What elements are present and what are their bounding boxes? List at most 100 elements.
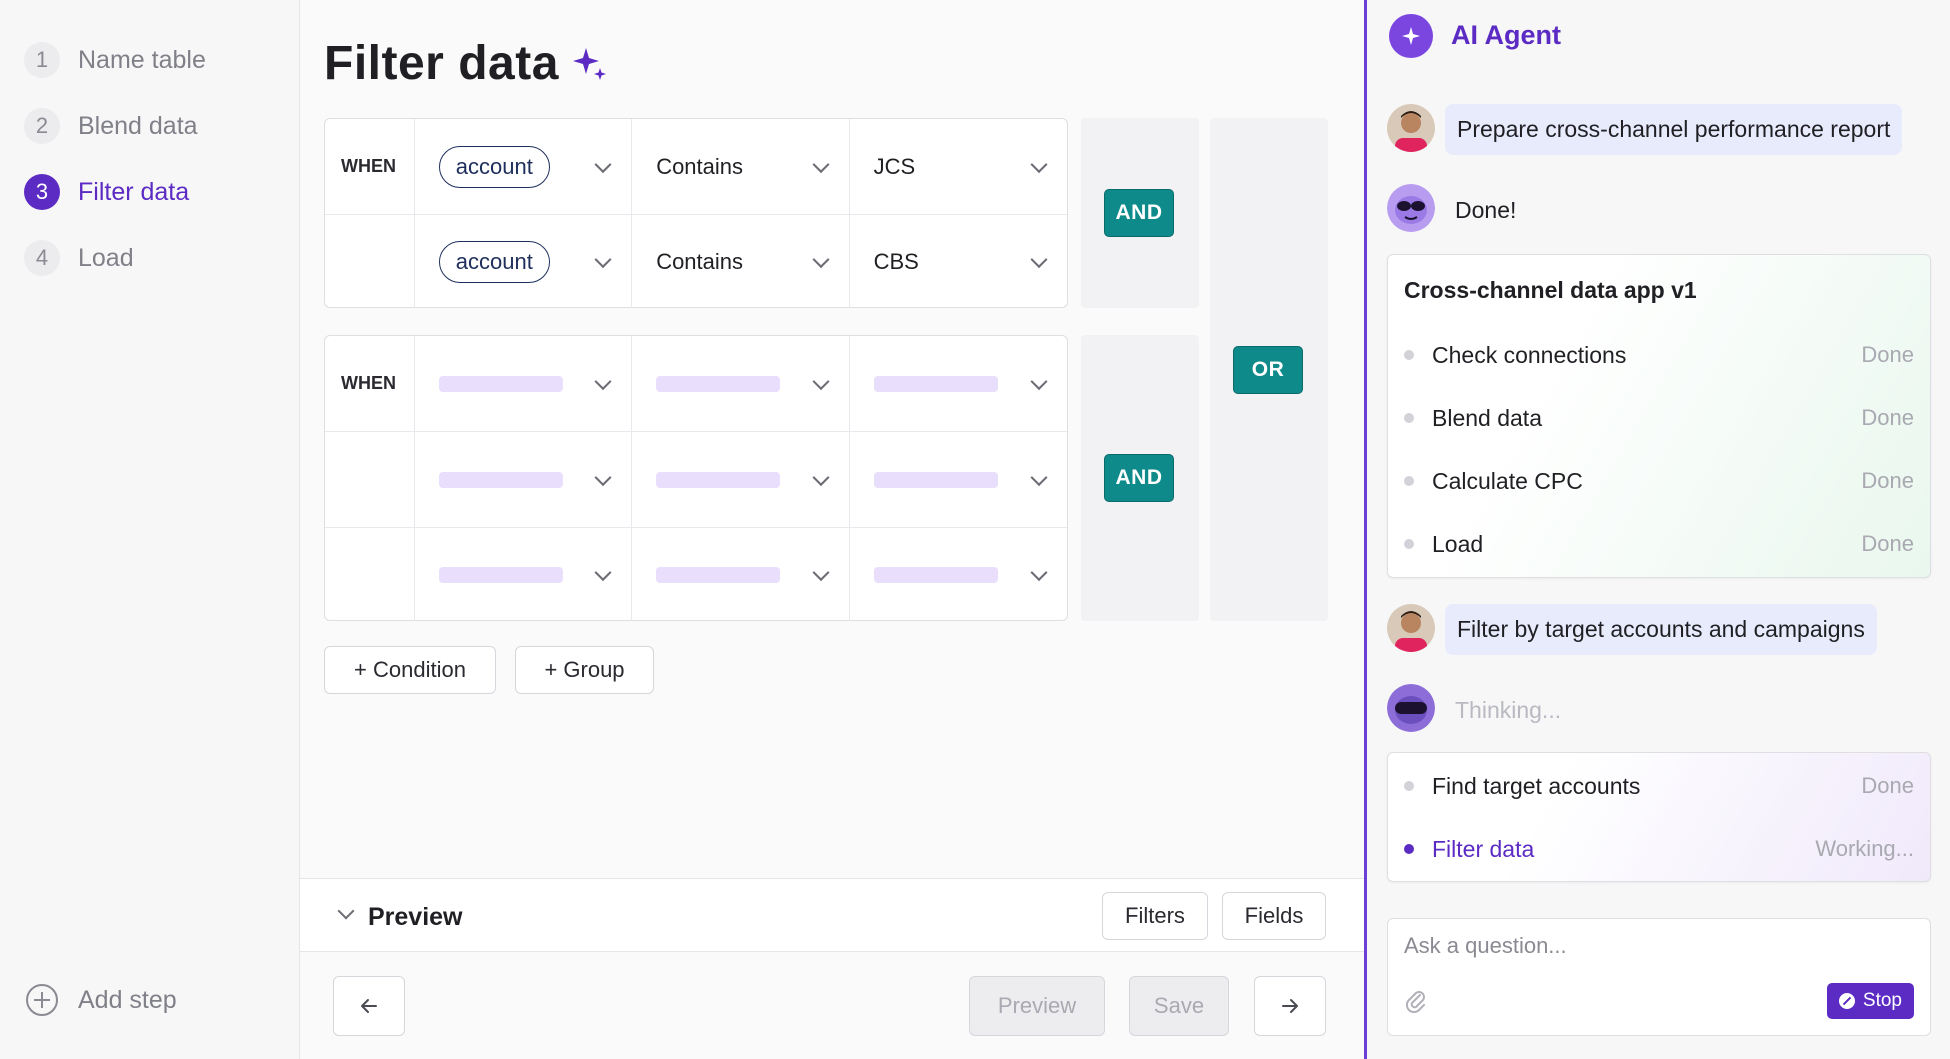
- filter-value: JCS: [873, 153, 916, 179]
- fields-button[interactable]: Fields: [1222, 892, 1326, 940]
- step-label: Load: [78, 243, 134, 272]
- or-toggle-button[interactable]: OR: [1233, 346, 1303, 394]
- operator-select[interactable]: [632, 432, 850, 527]
- filter-group-2: WHEN: [324, 335, 1068, 621]
- task-name: Load: [1432, 530, 1484, 557]
- next-button[interactable]: [1254, 976, 1326, 1036]
- filter-row: [325, 527, 1067, 621]
- when-spacer: [325, 215, 415, 308]
- chevron-down-icon: [594, 155, 612, 173]
- field-select[interactable]: [415, 336, 633, 431]
- bot-thinking-message: Thinking...: [1455, 697, 1562, 723]
- value-select[interactable]: JCS: [850, 119, 1067, 214]
- chevron-down-icon: [812, 468, 830, 486]
- operator-select[interactable]: Contains: [632, 119, 850, 214]
- plus-circle-icon: [26, 984, 58, 1016]
- task-status: Done: [1861, 773, 1914, 798]
- field-select[interactable]: account: [415, 215, 633, 308]
- task-row: Load Done: [1404, 529, 1914, 559]
- filters-button[interactable]: Filters: [1102, 892, 1208, 940]
- user-avatar: [1387, 604, 1435, 652]
- step-blend-data[interactable]: 2 Blend data: [24, 106, 198, 146]
- stop-button[interactable]: Stop: [1826, 983, 1914, 1019]
- save-button[interactable]: Save: [1129, 976, 1229, 1036]
- value-select[interactable]: CBS: [850, 215, 1067, 308]
- step-load[interactable]: 4 Load: [24, 238, 134, 278]
- task-row: Blend data Done: [1404, 403, 1914, 433]
- field-pill: account: [438, 145, 550, 188]
- when-label: WHEN: [325, 119, 415, 214]
- back-button[interactable]: [333, 976, 405, 1036]
- when-label: WHEN: [325, 336, 415, 431]
- chevron-down-icon: [812, 155, 830, 173]
- value-select[interactable]: [850, 432, 1067, 527]
- step-label: Filter data: [78, 177, 190, 206]
- field-select[interactable]: [415, 432, 633, 527]
- stop-icon: [1838, 993, 1855, 1009]
- task-status: Done: [1861, 405, 1914, 430]
- operator-select[interactable]: Contains: [632, 215, 850, 308]
- chevron-down-icon: [812, 372, 830, 390]
- step-name-table[interactable]: 1 Name table: [24, 40, 206, 80]
- chevron-down-icon: [594, 468, 612, 486]
- chevron-down-icon: [1030, 563, 1048, 581]
- chevron-down-icon: [1030, 468, 1048, 486]
- and-toggle-button[interactable]: AND: [1104, 454, 1174, 502]
- value-select[interactable]: [850, 528, 1067, 621]
- agent-title: AI Agent: [1451, 20, 1561, 50]
- sidebar: 1 Name table 2 Blend data 3 Filter data …: [0, 0, 300, 1059]
- footer: Preview Save: [300, 952, 1364, 1059]
- step-number: 2: [24, 108, 60, 144]
- loading-skeleton: [438, 375, 563, 392]
- ask-input[interactable]: [1404, 933, 1904, 959]
- value-select[interactable]: [850, 336, 1067, 431]
- task-name: Check connections: [1432, 341, 1627, 368]
- task-status: Working...: [1815, 836, 1914, 861]
- task-name: Filter data: [1432, 835, 1535, 862]
- preview-button[interactable]: Preview: [969, 976, 1105, 1036]
- bot-avatar: [1387, 684, 1435, 732]
- operator-value: Contains: [656, 153, 744, 179]
- status-dot: [1404, 350, 1414, 360]
- operator-select[interactable]: [632, 528, 850, 621]
- step-filter-data[interactable]: 3 Filter data: [24, 172, 189, 212]
- task-name: Blend data: [1432, 404, 1542, 431]
- loading-skeleton: [438, 566, 563, 583]
- paperclip-icon[interactable]: [1404, 989, 1428, 1013]
- loading-skeleton: [873, 566, 998, 583]
- add-condition-button[interactable]: + Condition: [324, 646, 496, 694]
- loading-skeleton: [873, 471, 998, 488]
- filter-group-1: WHEN account Contains JCS account: [324, 118, 1068, 308]
- plan-card-title: Cross-channel data app v1: [1404, 277, 1697, 303]
- chevron-down-icon: [594, 563, 612, 581]
- chevron-down-icon: [594, 372, 612, 390]
- ai-agent-panel: AI Agent Prepare cross-channel performan…: [1364, 0, 1950, 1059]
- status-dot: [1404, 413, 1414, 423]
- task-row: Calculate CPC Done: [1404, 466, 1914, 496]
- filter-row: WHEN account Contains JCS: [325, 119, 1067, 214]
- task-status: Done: [1861, 468, 1914, 493]
- task-row: Check connections Done: [1404, 340, 1914, 370]
- add-step-button[interactable]: Add step: [26, 984, 177, 1016]
- step-number: 1: [24, 42, 60, 78]
- preview-bar: Preview Filters Fields: [300, 878, 1364, 952]
- and-toggle-button[interactable]: AND: [1104, 189, 1174, 237]
- chevron-down-icon[interactable]: [337, 902, 355, 920]
- user-avatar: [1387, 104, 1435, 152]
- field-select[interactable]: account: [415, 119, 633, 214]
- arrow-right-icon: [1282, 999, 1298, 1013]
- filter-value: CBS: [873, 248, 919, 274]
- task-status: Done: [1861, 342, 1914, 367]
- when-spacer: [325, 432, 415, 527]
- chevron-down-icon: [594, 250, 612, 268]
- ask-box: Stop: [1387, 918, 1931, 1036]
- loading-skeleton: [438, 471, 563, 488]
- operator-select[interactable]: [632, 336, 850, 431]
- preview-title: Preview: [368, 903, 463, 931]
- filter-row: account Contains CBS: [325, 214, 1067, 308]
- plan-card: Cross-channel data app v1 Check connecti…: [1387, 254, 1931, 578]
- field-select[interactable]: [415, 528, 633, 621]
- sparkle-icon[interactable]: [570, 44, 610, 84]
- add-group-button[interactable]: + Group: [515, 646, 654, 694]
- filter-row: WHEN: [325, 336, 1067, 431]
